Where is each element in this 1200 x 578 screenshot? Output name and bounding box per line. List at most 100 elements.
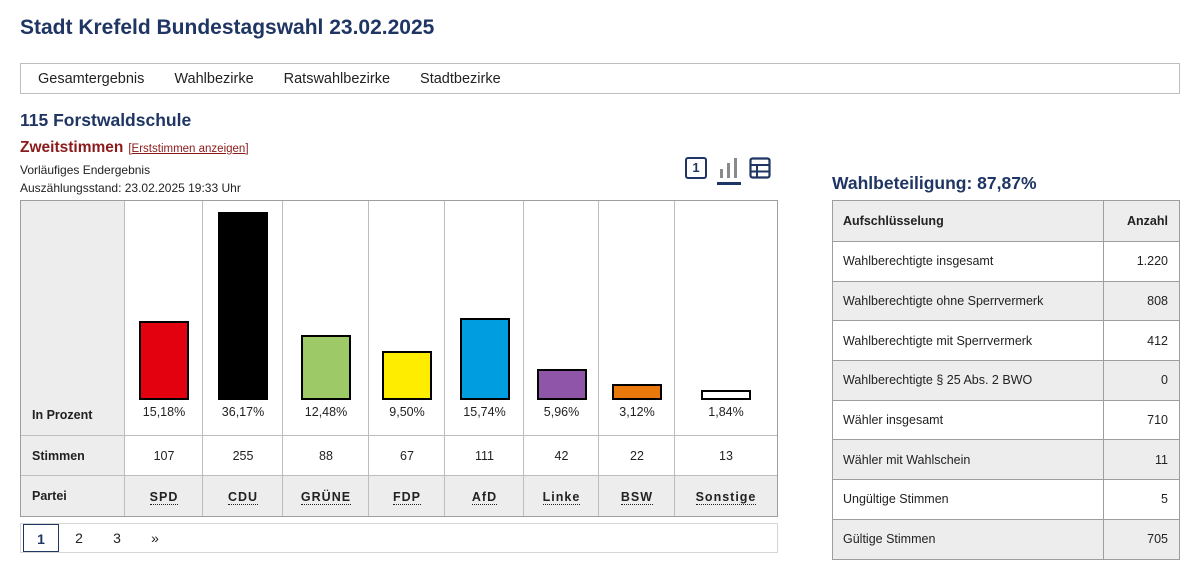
row-value: 705 xyxy=(1103,518,1180,560)
result-status: Vorläufiges Endergebnis xyxy=(20,163,151,177)
table-row: Wahlberechtigte § 25 Abs. 2 BWO 0 xyxy=(832,360,1180,401)
party-cell: BSW xyxy=(599,488,675,506)
party-name[interactable]: GRÜNE xyxy=(300,490,352,505)
votes-value: 255 xyxy=(232,449,254,463)
party-name[interactable]: AfD xyxy=(471,490,498,505)
percent-label: 9,50% xyxy=(389,405,425,419)
nav-gesamtergebnis[interactable]: Gesamtergebnis xyxy=(38,70,145,87)
votes-value: 13 xyxy=(719,449,733,463)
column-header-breakdown: Aufschlüsselung xyxy=(832,200,1104,242)
votes-value: 107 xyxy=(153,449,175,463)
row-value: 5 xyxy=(1103,479,1180,520)
bar-afd xyxy=(459,318,510,400)
bar-linke xyxy=(536,369,587,400)
bar-bsw xyxy=(612,384,662,400)
page-3-button[interactable]: 3 xyxy=(113,530,121,546)
erststimmen-toggle-link[interactable]: [Erststimmen anzeigen] xyxy=(128,143,249,155)
turnout-title: Wahlbeteiligung: 87,87% xyxy=(832,173,1037,193)
column-divider xyxy=(523,201,524,516)
column-divider xyxy=(282,201,283,516)
table-row: Wähler insgesamt 710 xyxy=(832,399,1180,441)
party-name[interactable]: SPD xyxy=(149,490,179,505)
bar-cdu xyxy=(218,212,268,400)
table-row: Wahlberechtigte insgesamt 1.220 xyxy=(832,241,1180,282)
row-divider xyxy=(21,435,777,436)
column-divider xyxy=(202,201,203,516)
column-divider xyxy=(674,201,675,516)
row-label: Ungültige Stimmen xyxy=(832,479,1104,520)
nav-wahlbezirke[interactable]: Wahlbezirke xyxy=(174,70,254,87)
percent-label: 1,84% xyxy=(708,405,744,419)
vote-type-line: Zweitstimmen [Erststimmen anzeigen] xyxy=(20,139,249,157)
row-label: Wähler insgesamt xyxy=(832,399,1104,441)
district-title: 115 Forstwaldschule xyxy=(20,110,192,130)
party-cell: SPD xyxy=(125,488,203,506)
party-cell: GRÜNE xyxy=(283,488,369,506)
nav-ratswahlbezirke[interactable]: Ratswahlbezirke xyxy=(283,70,391,87)
table-icon[interactable] xyxy=(749,157,771,179)
results-bar-chart: In Prozent Stimmen Partei 15,18% 107 SPD 36… xyxy=(20,200,778,517)
bar-fdp xyxy=(382,351,432,400)
percent-label: 36,17% xyxy=(221,405,265,419)
bar-spd xyxy=(139,321,189,400)
party-name[interactable]: CDU xyxy=(227,490,259,505)
count-status: Auszählungsstand: 23.02.2025 19:33 Uhr xyxy=(20,181,241,195)
votes-value: 111 xyxy=(474,449,494,463)
table-row: Wahlberechtigte ohne Sperrvermerk 808 xyxy=(832,280,1180,322)
column-divider xyxy=(598,201,599,516)
percent-label: 12,48% xyxy=(304,405,348,419)
votes-value: 22 xyxy=(630,449,644,463)
party-cell: FDP xyxy=(369,488,445,506)
row-label-column xyxy=(21,201,125,475)
column-divider xyxy=(124,201,125,516)
row-label: Wähler mit Wahlschein xyxy=(832,439,1104,481)
page-1-button[interactable]: 1 xyxy=(23,524,59,552)
bar-chart-icon[interactable] xyxy=(718,157,740,179)
party-cell: Sonstige xyxy=(675,488,777,506)
party-name[interactable]: Sonstige xyxy=(695,490,757,505)
table-row: Gültige Stimmen 705 xyxy=(832,518,1180,560)
main-nav: Gesamtergebnis Wahlbezirke Ratswahlbezir… xyxy=(20,63,1180,94)
table-header-row: Aufschlüsselung Anzahl xyxy=(832,200,1180,242)
table-row: Ungültige Stimmen 5 xyxy=(832,479,1180,520)
party-name[interactable]: BSW xyxy=(620,490,654,505)
row-label: Wahlberechtigte insgesamt xyxy=(832,241,1104,282)
bar-grüne xyxy=(301,335,351,400)
party-row xyxy=(21,475,777,516)
table-row: Wahlberechtigte mit Sperrvermerk 412 xyxy=(832,320,1180,362)
pagination: 1 2 3 » xyxy=(20,523,778,553)
percent-label: 15,18% xyxy=(142,405,186,419)
percent-label: 5,96% xyxy=(543,405,580,419)
page-title: Stadt Krefeld Bundestagswahl 23.02.2025 xyxy=(20,16,435,39)
row-value: 710 xyxy=(1103,399,1180,441)
vote-type-label: Zweitstimmen xyxy=(20,139,124,156)
row-value: 412 xyxy=(1103,320,1180,362)
votes-value: 88 xyxy=(319,449,333,463)
row-label: Wahlberechtigte § 25 Abs. 2 BWO xyxy=(832,360,1104,401)
party-cell: Linke xyxy=(524,488,599,506)
row-label: Gültige Stimmen xyxy=(832,518,1104,560)
row-label-party: Partei xyxy=(32,489,67,503)
percent-label: 3,12% xyxy=(619,405,655,419)
table-row: Wähler mit Wahlschein 11 xyxy=(832,439,1180,481)
row-label: Wahlberechtigte mit Sperrvermerk xyxy=(832,320,1104,362)
single-view-icon[interactable]: 1 xyxy=(685,157,707,179)
party-cell: CDU xyxy=(203,488,283,506)
nav-stadtbezirke[interactable]: Stadtbezirke xyxy=(420,70,501,87)
column-header-count: Anzahl xyxy=(1103,200,1180,242)
page-2-button[interactable]: 2 xyxy=(75,530,83,546)
bar-sonstige xyxy=(701,390,751,400)
party-name[interactable]: Linke xyxy=(542,490,581,505)
percent-label: 15,74% xyxy=(463,405,506,419)
row-value: 0 xyxy=(1103,360,1180,401)
column-divider xyxy=(368,201,369,516)
next-page-button[interactable]: » xyxy=(151,530,159,546)
row-value: 808 xyxy=(1103,280,1180,322)
view-switcher: 1 xyxy=(685,157,775,187)
party-name[interactable]: FDP xyxy=(393,490,421,505)
column-divider xyxy=(444,201,445,516)
row-label: Wahlberechtigte ohne Sperrvermerk xyxy=(832,280,1104,322)
row-label-percent: In Prozent xyxy=(32,408,93,422)
party-cell: AfD xyxy=(445,488,524,506)
turnout-breakdown-table: Aufschlüsselung Anzahl Wahlberechtigte i… xyxy=(832,200,1180,560)
